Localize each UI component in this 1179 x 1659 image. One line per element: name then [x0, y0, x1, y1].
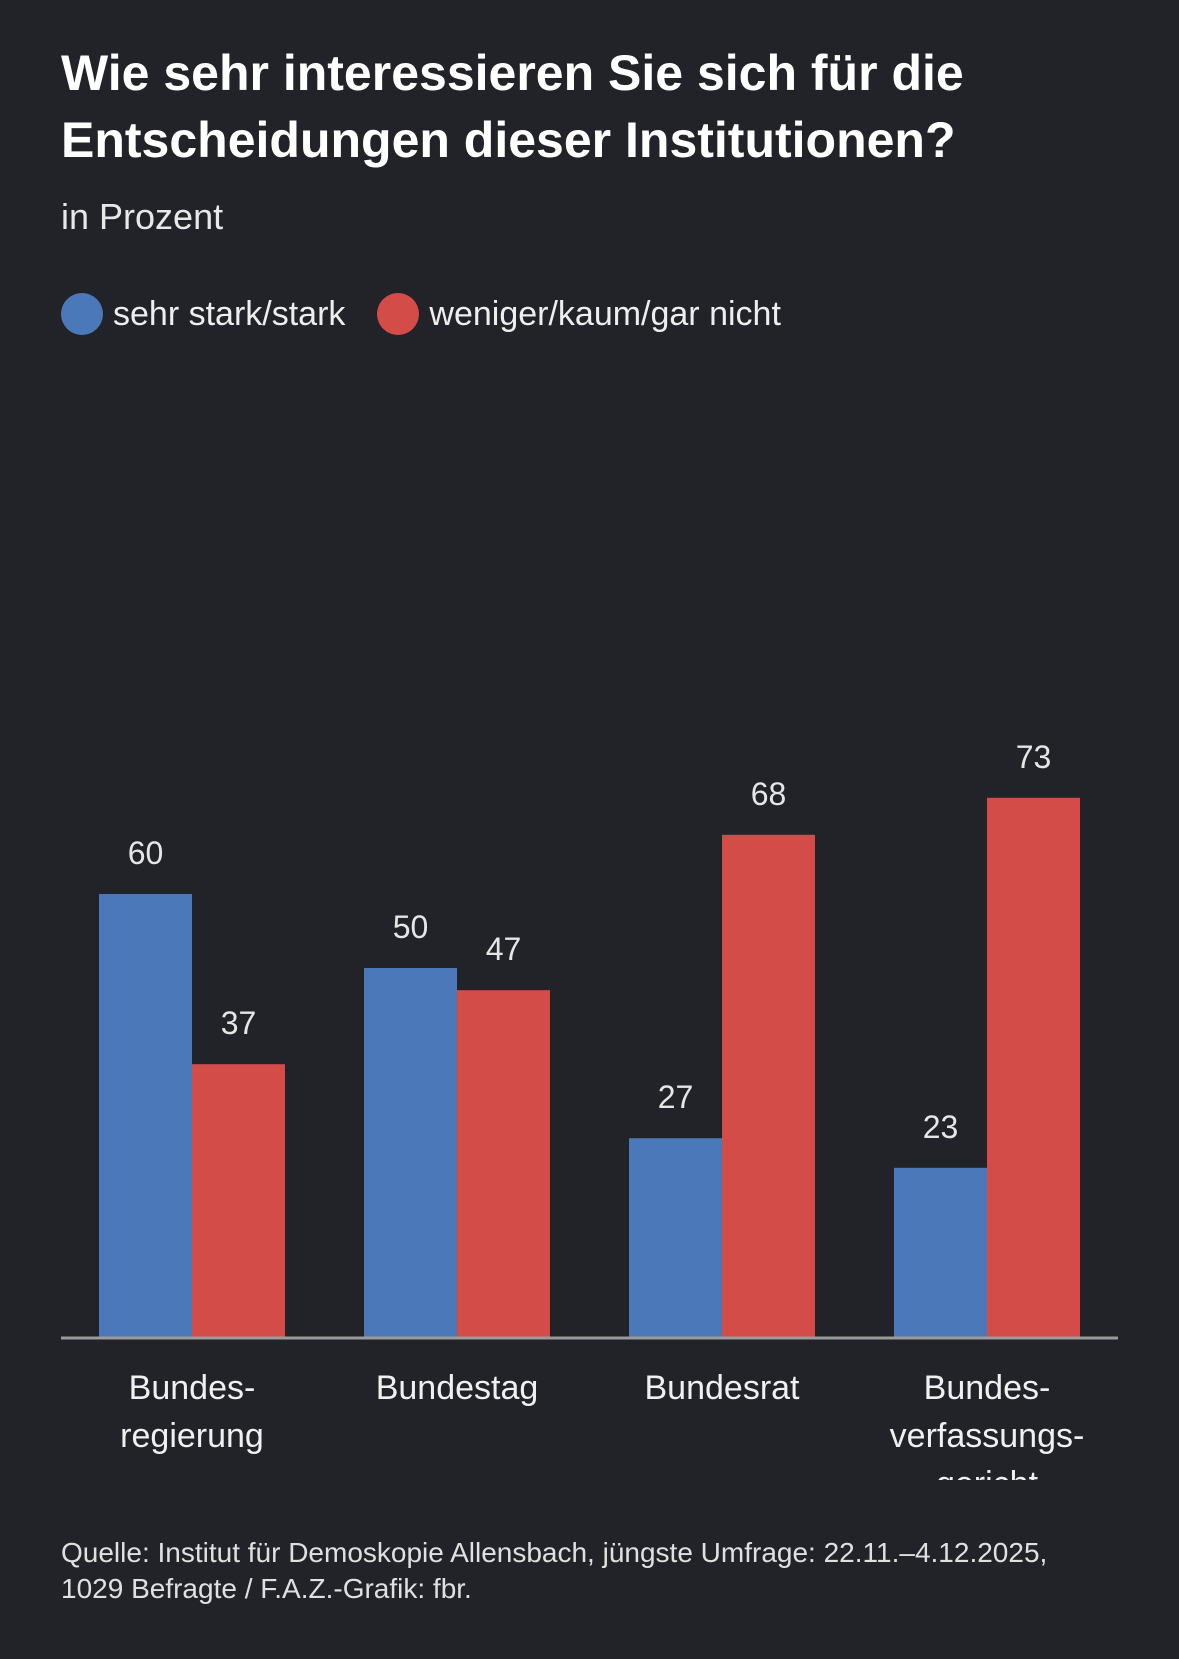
- data-label-3-0: 23: [923, 1109, 959, 1145]
- category-label-0-0: Bundes-: [129, 1369, 256, 1407]
- source-line-2: 1029 Befragte / F.A.Z.-Grafik: fbr.: [61, 1573, 472, 1604]
- bar-1-0: [364, 968, 457, 1338]
- category-label-3-1: verfassungs-: [890, 1417, 1085, 1455]
- bar-1-1: [457, 990, 550, 1338]
- data-label-3-1: 73: [1016, 739, 1052, 775]
- data-label-0-1: 37: [221, 1005, 257, 1041]
- bar-3-0: [894, 1167, 987, 1338]
- legend-swatch-sehr-stark: [61, 293, 103, 335]
- legend-label-sehr-stark: sehr stark/stark: [113, 294, 346, 333]
- legend-swatch-weniger: [377, 293, 420, 335]
- category-label-2-0: Bundesrat: [645, 1369, 801, 1407]
- source-line-1: Quelle: Institut für Demoskopie Allensba…: [61, 1537, 1048, 1568]
- bar-0-1: [192, 1064, 285, 1338]
- bar-3-1: [987, 797, 1080, 1338]
- legend-item-sehr-stark: sehr stark/stark: [61, 293, 345, 335]
- source-note: Quelle: Institut für Demoskopie Allensba…: [61, 1535, 1151, 1607]
- bar-2-0: [629, 1138, 722, 1338]
- data-label-2-0: 27: [658, 1079, 694, 1115]
- bar-2-1: [722, 834, 815, 1338]
- category-label-0-1: regierung: [120, 1417, 264, 1455]
- data-label-0-0: 60: [128, 835, 164, 871]
- chart-title: Wie sehr interessieren Sie sich für die …: [61, 45, 964, 168]
- legend-label-weniger: weniger/kaum/gar nicht: [429, 294, 781, 333]
- legend: sehr stark/stark weniger/kaum/gar nicht: [61, 292, 813, 336]
- data-label-1-1: 47: [486, 931, 522, 967]
- data-label-1-0: 50: [393, 909, 429, 945]
- category-label-1-0: Bundestag: [376, 1369, 539, 1407]
- category-label-3-0: Bundes-: [924, 1369, 1051, 1407]
- category-label-3-2: gericht: [936, 1465, 1039, 1480]
- chart-subtitle: in Prozent: [61, 196, 224, 237]
- data-label-2-1: 68: [751, 776, 787, 812]
- legend-item-weniger: weniger/kaum/gar nicht: [377, 293, 781, 335]
- bar-0-0: [99, 894, 192, 1338]
- bar-chart: 60 37 Bundes-regierung 50 47 Bundestag 27 68 Bun…: [61, 739, 1118, 1480]
